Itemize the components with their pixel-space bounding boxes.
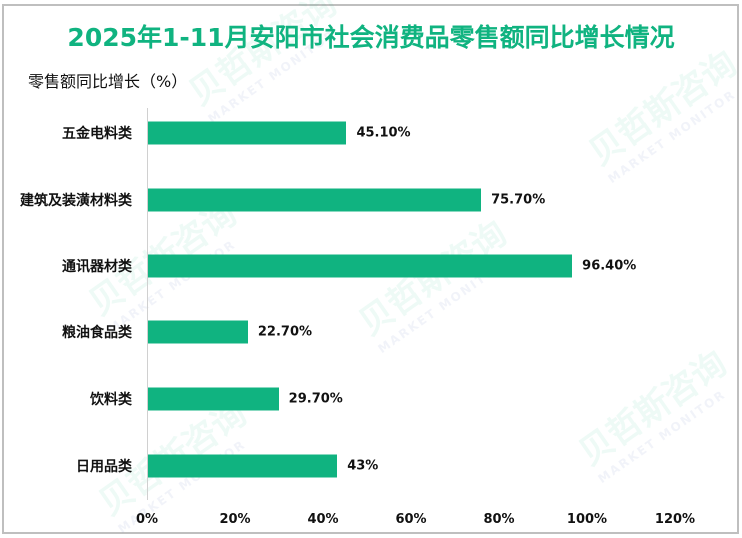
category-label: 饮料类 (90, 392, 132, 408)
category-axis-line (147, 108, 148, 500)
category-label: 建筑及装潢材料类 (20, 193, 132, 209)
bar (148, 320, 248, 344)
x-tick-label: 100% (566, 512, 608, 527)
y-axis-title: 零售额同比增长（%） (28, 72, 188, 91)
x-tick-label: 80% (483, 512, 515, 527)
bar (148, 454, 338, 478)
category-label: 日用品类 (76, 459, 132, 475)
data-label: 43% (347, 458, 379, 474)
category-label: 粮油食品类 (62, 325, 132, 341)
data-label: 96.40% (582, 258, 637, 274)
category-label: 五金电料类 (62, 126, 132, 142)
data-label: 29.70% (288, 391, 343, 407)
x-tick-label: 20% (219, 512, 251, 527)
x-tick-label: 60% (395, 512, 427, 527)
x-tick-label: 120% (654, 512, 696, 527)
data-label: 45.10% (356, 125, 411, 141)
bar (148, 387, 279, 411)
bar (148, 188, 482, 212)
data-label: 75.70% (491, 192, 546, 208)
x-tick-label: 40% (307, 512, 339, 527)
chart-title: 2025年1-11月安阳市社会消费品零售额同比增长情况 (67, 23, 675, 52)
bar (148, 121, 347, 145)
category-label: 通讯器材类 (62, 259, 132, 275)
x-tick-label: 0% (135, 512, 159, 527)
data-label: 22.70% (257, 324, 313, 340)
bar (148, 254, 573, 278)
